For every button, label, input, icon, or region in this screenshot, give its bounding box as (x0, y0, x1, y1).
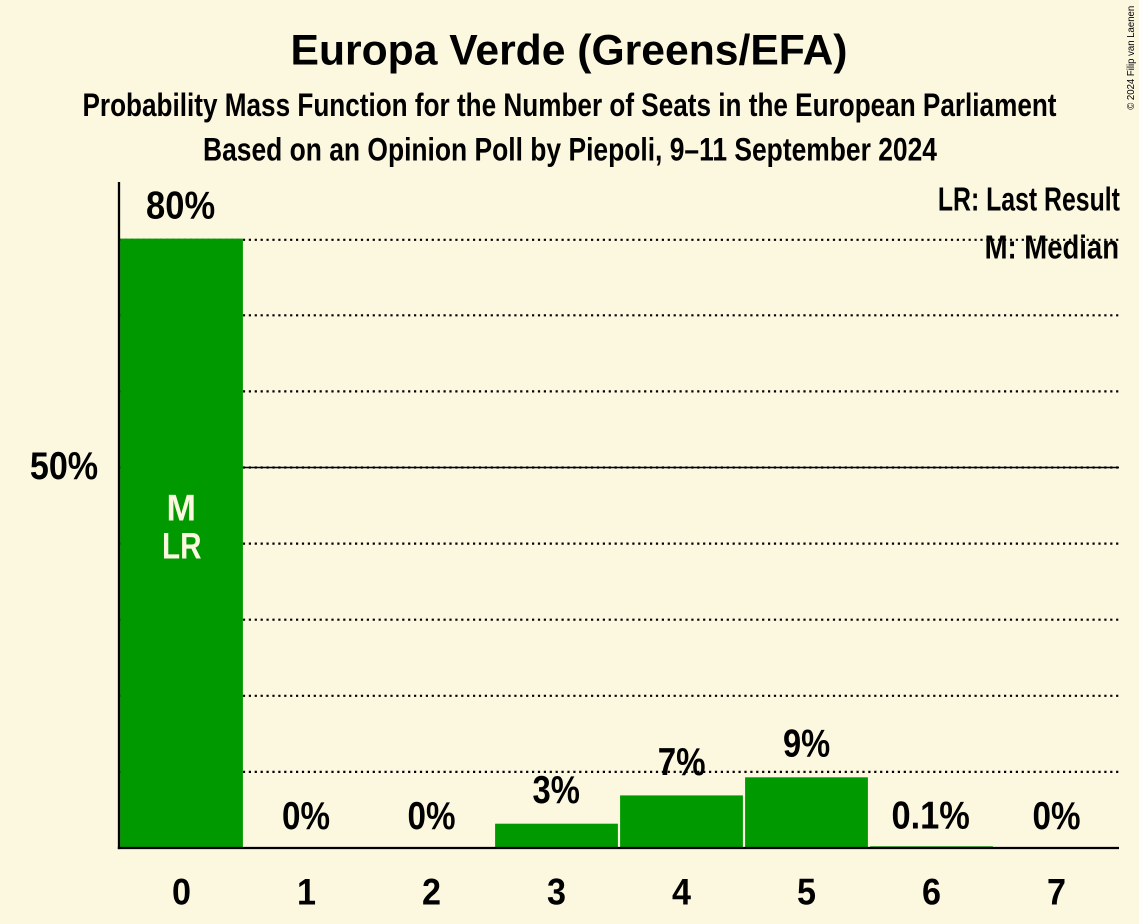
svg-text:2: 2 (422, 871, 441, 913)
svg-text:80%: 80% (146, 185, 215, 228)
svg-text:1: 1 (297, 871, 316, 913)
svg-text:0%: 0% (282, 795, 330, 838)
svg-text:0%: 0% (408, 795, 456, 838)
svg-text:Probability Mass Function for: Probability Mass Function for the Number… (83, 87, 1057, 123)
svg-text:3: 3 (547, 871, 566, 913)
svg-text:9%: 9% (783, 723, 830, 766)
svg-text:6: 6 (922, 871, 941, 913)
svg-text:M: Median: M: Median (985, 228, 1119, 265)
svg-text:7: 7 (1047, 871, 1066, 913)
svg-text:LR: LR (162, 526, 202, 567)
svg-text:4: 4 (672, 871, 691, 913)
svg-text:M: M (166, 488, 196, 529)
svg-text:0%: 0% (1033, 795, 1081, 838)
svg-text:Based on an Opinion Poll by Pi: Based on an Opinion Poll by Piepoli, 9–1… (203, 132, 937, 168)
svg-text:LR: Last Result: LR: Last Result (938, 181, 1120, 218)
svg-text:50%: 50% (30, 445, 98, 488)
svg-text:5: 5 (797, 871, 816, 913)
svg-text:Europa Verde (Greens/EFA): Europa Verde (Greens/EFA) (291, 26, 848, 74)
svg-text:0.1%: 0.1% (892, 794, 970, 837)
svg-text:7%: 7% (658, 741, 706, 784)
svg-text:3%: 3% (533, 769, 580, 812)
svg-text:© 2024 Filip van Laenen: © 2024 Filip van Laenen (1125, 6, 1137, 110)
svg-text:0: 0 (172, 871, 191, 913)
